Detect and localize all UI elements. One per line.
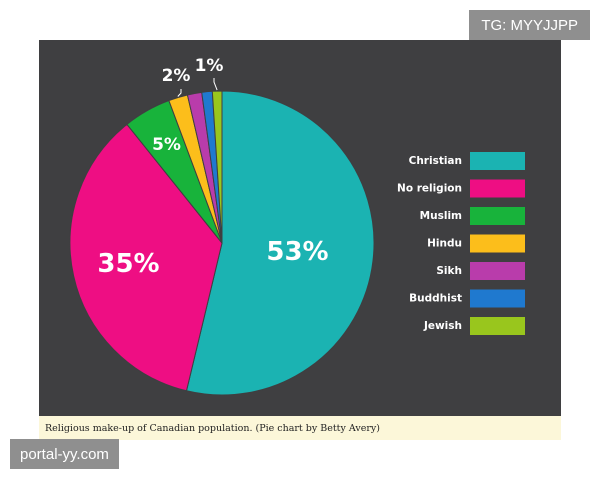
legend-label-christian: Christian (409, 155, 462, 167)
legend-label-muslim: Muslim (420, 210, 462, 222)
chart-panel: 53% 35% 5% 2% 1% Christian No religion Muslim Hi… (39, 40, 561, 416)
leader-line-jewish (213, 78, 218, 91)
legend-swatch-sikh (470, 262, 525, 280)
legend-swatch-jewish (470, 317, 525, 335)
legend-swatch-hindu (470, 234, 525, 253)
pie-slice-christian (185, 90, 375, 396)
pie-slice-jewish (211, 90, 223, 244)
chart-caption: Religious make-up of Canadian population… (45, 422, 380, 434)
watermark-bottom-left: portal-yy.com (10, 439, 119, 469)
watermark-bottom-text: portal-yy.com (20, 445, 109, 463)
legend-swatch-no-religion (470, 179, 525, 198)
legend-label-sikh: Sikh (436, 265, 462, 277)
legend-swatch-buddhist (470, 289, 525, 308)
data-label-christian: 53% (266, 237, 328, 267)
chart-caption-bar: Religious make-up of Canadian population… (39, 416, 561, 440)
legend-label-hindu: Hindu (427, 238, 462, 250)
watermark-top-text: TG: MYYJJPP (481, 16, 578, 34)
legend-swatch-muslim (470, 207, 525, 225)
data-label-muslim: 5% (152, 135, 181, 155)
watermark-top-right: TG: MYYJJPP (469, 10, 590, 40)
legend-label-no-religion: No religion (397, 183, 462, 195)
data-label-jewish: 1% (195, 56, 224, 76)
pie-slice-no-religion (69, 123, 223, 392)
data-label-no-religion: 35% (97, 249, 159, 279)
data-label-hindu: 2% (162, 66, 191, 86)
legend-label-buddhist: Buddhist (409, 293, 462, 305)
legend-swatch-christian (470, 152, 525, 170)
leader-line-hindu (177, 89, 182, 97)
legend-label-jewish: Jewish (423, 320, 462, 332)
pie-chart: 53% 35% 5% 2% 1% Christian No religion Muslim Hi… (69, 56, 525, 396)
